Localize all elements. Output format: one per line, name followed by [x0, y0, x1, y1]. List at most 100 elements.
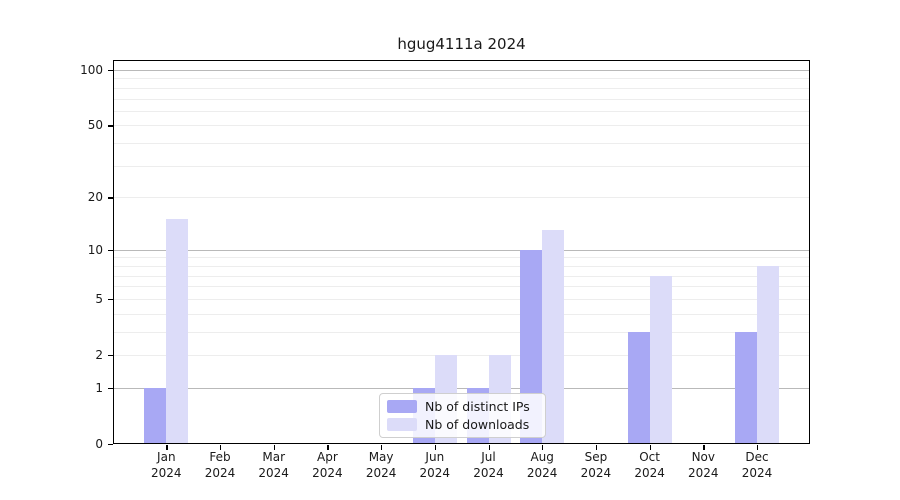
x-tick-month: Jan — [157, 450, 176, 464]
minor-gridline — [114, 165, 809, 167]
y-tick — [108, 125, 113, 127]
minor-gridline — [114, 298, 809, 300]
x-tick-year: 2024 — [151, 465, 182, 480]
minor-gridline — [114, 87, 809, 89]
x-tick-label: Sep 2024 — [564, 450, 628, 481]
legend-swatch-distinct-ips — [387, 400, 417, 413]
minor-gridline — [114, 265, 809, 267]
x-tick-label: Jun 2024 — [403, 450, 467, 481]
y-tick — [108, 70, 113, 72]
minor-gridline — [114, 355, 809, 356]
y-tick — [108, 387, 113, 390]
y-tick — [108, 355, 113, 357]
major-gridline — [114, 387, 809, 389]
y-tick-label: 100 — [80, 63, 103, 77]
y-tick-label: 0 — [95, 437, 103, 451]
bar-nb-of-downloads-aug — [542, 230, 565, 444]
x-tick-label: Aug 2024 — [510, 450, 574, 481]
legend-label-distinct-ips: Nb of distinct IPs — [425, 399, 530, 414]
x-tick-label: Nov 2024 — [671, 450, 735, 481]
minor-gridline — [114, 313, 809, 315]
y-tick-label: 1 — [95, 380, 103, 395]
legend-item-distinct-ips: Nb of distinct IPs — [387, 399, 538, 414]
x-tick-month: Mar — [262, 450, 285, 464]
minor-gridline — [114, 275, 809, 277]
bar-nb-of-downloads-oct — [649, 275, 672, 444]
bar-nb-of-distinct-ips-jan — [144, 387, 167, 444]
x-tick-month: May — [368, 450, 394, 464]
minor-gridline — [114, 331, 809, 333]
y-tick — [108, 298, 113, 301]
bar-nb-of-downloads-dec — [757, 265, 779, 444]
legend-item-downloads: Nb of downloads — [387, 417, 538, 432]
x-tick-month: Nov — [691, 450, 715, 464]
x-tick-year: 2024 — [258, 465, 289, 480]
x-tick-label: Oct 2024 — [618, 450, 682, 481]
x-tick-year: 2024 — [204, 465, 236, 480]
y-tick-label: 5 — [95, 291, 103, 306]
minor-gridline — [114, 197, 809, 199]
x-tick-label: Dec 2024 — [725, 450, 789, 481]
chart-title: hgug4111a 2024 — [397, 35, 526, 53]
x-tick-year: 2024 — [365, 465, 397, 480]
x-tick-month: Sep — [584, 450, 608, 464]
x-tick-year: 2024 — [688, 465, 719, 480]
x-tick-month: Jun — [425, 450, 445, 464]
minor-gridline — [114, 143, 809, 145]
major-gridline — [114, 249, 809, 251]
y-tick — [108, 444, 113, 446]
x-tick-month: Apr — [317, 450, 338, 464]
x-tick — [542, 445, 544, 450]
x-tick — [327, 445, 329, 450]
legend-label-downloads: Nb of downloads — [425, 417, 530, 432]
x-tick — [220, 445, 222, 450]
legend-swatch-downloads — [387, 418, 417, 431]
x-tick-year: 2024 — [419, 465, 451, 480]
x-tick — [649, 445, 651, 450]
x-tick-year: 2024 — [473, 465, 504, 480]
x-tick-label: Jan 2024 — [134, 450, 198, 481]
x-tick-label: May 2024 — [349, 450, 413, 481]
y-tick — [108, 249, 113, 251]
major-gridline — [114, 70, 809, 71]
y-tick-label: 20 — [87, 190, 103, 205]
x-tick-month: Aug — [530, 450, 554, 464]
x-tick — [757, 445, 759, 450]
x-tick-year: 2024 — [580, 465, 612, 480]
x-tick — [595, 445, 598, 450]
minor-gridline — [114, 257, 809, 259]
x-tick-year: 2024 — [526, 465, 558, 480]
x-tick-label: Apr 2024 — [295, 450, 359, 481]
bar-nb-of-downloads-jan — [166, 219, 189, 444]
minor-gridline — [114, 125, 809, 127]
y-tick-label: 50 — [87, 118, 103, 133]
x-tick-label: Feb 2024 — [188, 450, 252, 481]
plot-area — [113, 60, 810, 444]
x-tick-month: Feb — [209, 450, 231, 464]
x-tick — [434, 445, 437, 450]
y-tick-label: 10 — [87, 242, 103, 257]
x-tick — [488, 445, 490, 450]
minor-gridline — [114, 110, 809, 112]
bar-nb-of-distinct-ips-oct — [627, 331, 650, 444]
minor-gridline — [114, 78, 809, 80]
x-tick-month: Oct — [639, 450, 660, 464]
bar-nb-of-distinct-ips-dec — [735, 331, 757, 444]
x-tick-label: Jul 2024 — [457, 450, 521, 481]
x-tick — [703, 445, 705, 450]
y-tick-label: 2 — [95, 348, 103, 362]
x-tick-label: Mar 2024 — [242, 450, 306, 481]
y-tick — [108, 197, 113, 199]
x-tick-month: Jul — [481, 450, 496, 464]
x-tick — [273, 445, 275, 450]
x-tick — [381, 445, 383, 450]
minor-gridline — [114, 286, 809, 288]
legend: Nb of distinct IPs Nb of downloads — [379, 393, 546, 438]
x-tick-year: 2024 — [634, 465, 665, 480]
x-tick-year: 2024 — [741, 465, 773, 480]
minor-gridline — [114, 98, 809, 100]
x-tick-year: 2024 — [312, 465, 343, 480]
x-tick-month: Dec — [745, 450, 769, 464]
x-tick — [166, 445, 168, 450]
